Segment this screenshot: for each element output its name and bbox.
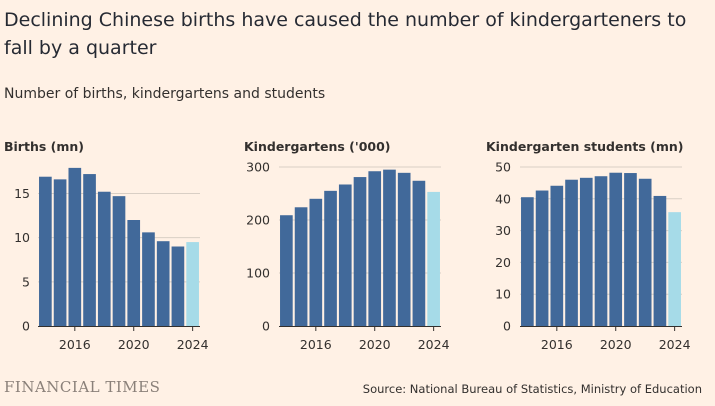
bar (368, 171, 382, 326)
bar (668, 212, 681, 326)
x-tick-label: 2024 (177, 337, 209, 352)
bar (638, 178, 652, 326)
bar (53, 179, 67, 326)
bar (324, 190, 337, 326)
bar (609, 172, 623, 326)
bar (280, 215, 293, 326)
y-tick-label: 40 (495, 191, 511, 206)
y-tick-label: 100 (246, 266, 270, 281)
bar (186, 242, 199, 326)
chart-subtitle: Number of births, kindergartens and stud… (4, 86, 326, 102)
bar (653, 195, 667, 326)
bar (550, 185, 564, 326)
x-tick-label: 2020 (359, 337, 391, 352)
bar (338, 184, 352, 326)
source-note: Source: National Bureau of Statistics, M… (362, 382, 702, 396)
panel-title: Kindergartens ('000) (244, 139, 391, 154)
bar (535, 190, 549, 326)
bar (39, 176, 52, 326)
bar (127, 220, 141, 326)
y-tick-label: 0 (262, 319, 270, 334)
y-tick-label: 200 (246, 213, 270, 228)
bar (594, 176, 608, 326)
y-tick-label: 15 (14, 186, 30, 201)
y-tick-label: 10 (14, 230, 30, 245)
y-tick-label: 30 (495, 223, 511, 238)
bar (97, 191, 111, 326)
bar (397, 172, 411, 326)
y-tick-label: 300 (246, 160, 270, 175)
y-tick-label: 5 (22, 274, 30, 289)
y-tick-label: 10 (495, 287, 511, 302)
x-tick-label: 2020 (118, 337, 150, 352)
bar (68, 167, 82, 326)
bar (427, 191, 440, 326)
y-tick-label: 0 (22, 319, 30, 334)
bar (521, 197, 534, 326)
bar (142, 232, 155, 326)
bar (383, 169, 396, 326)
x-tick-label: 2016 (541, 337, 573, 352)
bar (579, 177, 593, 326)
x-tick-label: 2024 (418, 337, 450, 352)
y-tick-label: 20 (495, 255, 511, 270)
y-tick-label: 0 (503, 319, 511, 334)
bar (112, 196, 126, 326)
x-tick-label: 2016 (59, 337, 91, 352)
x-tick-label: 2020 (600, 337, 632, 352)
chart-title: Declining Chinese births have caused the… (4, 9, 687, 59)
panel-title: Births (mn) (4, 139, 84, 154)
ft-logo: FINANCIAL TIMES (4, 378, 161, 396)
bar (412, 180, 426, 326)
y-tick-label: 50 (495, 160, 511, 175)
panel-title: Kindergarten students (mn) (486, 139, 683, 154)
x-tick-label: 2024 (659, 337, 691, 352)
bar (565, 179, 578, 326)
bar (83, 174, 96, 326)
bar (294, 207, 308, 326)
bar (309, 198, 323, 326)
bar (353, 177, 367, 326)
bar (624, 173, 637, 326)
bar (171, 246, 185, 326)
bar (156, 241, 170, 326)
x-tick-label: 2016 (300, 337, 332, 352)
